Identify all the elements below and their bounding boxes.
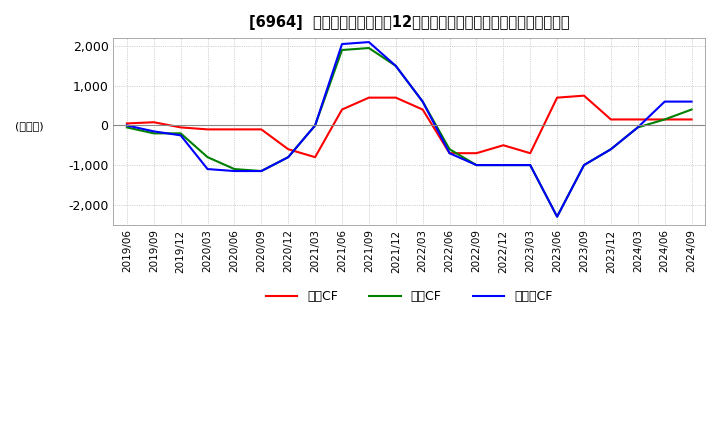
フリーCF	[526, 162, 534, 168]
投資CF	[553, 214, 562, 219]
Line: 営業CF: 営業CF	[127, 95, 691, 157]
営業CF	[284, 147, 292, 152]
営業CF	[660, 117, 669, 122]
フリーCF	[687, 99, 696, 104]
フリーCF	[392, 63, 400, 69]
投資CF	[472, 162, 481, 168]
営業CF	[257, 127, 266, 132]
投資CF	[606, 147, 615, 152]
投資CF	[338, 48, 346, 53]
営業CF	[687, 117, 696, 122]
投資CF	[526, 162, 534, 168]
フリーCF	[230, 169, 239, 174]
Line: 投資CF: 投資CF	[127, 48, 691, 216]
投資CF	[445, 147, 454, 152]
フリーCF	[257, 169, 266, 174]
フリーCF	[203, 166, 212, 172]
投資CF	[634, 125, 642, 130]
フリーCF	[176, 133, 185, 138]
営業CF	[364, 95, 373, 100]
フリーCF	[418, 99, 427, 104]
投資CF	[418, 99, 427, 104]
営業CF	[203, 127, 212, 132]
投資CF	[364, 45, 373, 51]
投資CF	[687, 107, 696, 112]
営業CF	[553, 95, 562, 100]
Title: [6964]  キャッシュフローの12か月移動合計の対前年同期増減額の推移: [6964] キャッシュフローの12か月移動合計の対前年同期増減額の推移	[249, 15, 570, 30]
営業CF	[150, 120, 158, 125]
フリーCF	[553, 214, 562, 219]
営業CF	[418, 107, 427, 112]
フリーCF	[122, 123, 131, 128]
投資CF	[499, 162, 508, 168]
営業CF	[445, 150, 454, 156]
フリーCF	[580, 162, 588, 168]
フリーCF	[150, 129, 158, 134]
営業CF	[392, 95, 400, 100]
営業CF	[472, 150, 481, 156]
フリーCF	[338, 41, 346, 47]
投資CF	[203, 154, 212, 160]
投資CF	[392, 63, 400, 69]
営業CF	[526, 150, 534, 156]
Y-axis label: (百万円): (百万円)	[15, 121, 44, 132]
営業CF	[606, 117, 615, 122]
営業CF	[338, 107, 346, 112]
フリーCF	[284, 154, 292, 160]
投資CF	[311, 123, 320, 128]
Legend: 営業CF, 投資CF, フリーCF: 営業CF, 投資CF, フリーCF	[261, 285, 557, 308]
営業CF	[580, 93, 588, 98]
投資CF	[122, 125, 131, 130]
Line: フリーCF: フリーCF	[127, 42, 691, 216]
投資CF	[257, 169, 266, 174]
投資CF	[176, 131, 185, 136]
フリーCF	[311, 123, 320, 128]
投資CF	[150, 131, 158, 136]
フリーCF	[472, 162, 481, 168]
フリーCF	[445, 150, 454, 156]
フリーCF	[634, 125, 642, 130]
投資CF	[230, 166, 239, 172]
フリーCF	[364, 40, 373, 45]
フリーCF	[660, 99, 669, 104]
営業CF	[311, 154, 320, 160]
フリーCF	[499, 162, 508, 168]
フリーCF	[606, 147, 615, 152]
営業CF	[230, 127, 239, 132]
営業CF	[176, 125, 185, 130]
投資CF	[284, 154, 292, 160]
営業CF	[634, 117, 642, 122]
投資CF	[660, 117, 669, 122]
投資CF	[580, 162, 588, 168]
営業CF	[499, 143, 508, 148]
営業CF	[122, 121, 131, 126]
